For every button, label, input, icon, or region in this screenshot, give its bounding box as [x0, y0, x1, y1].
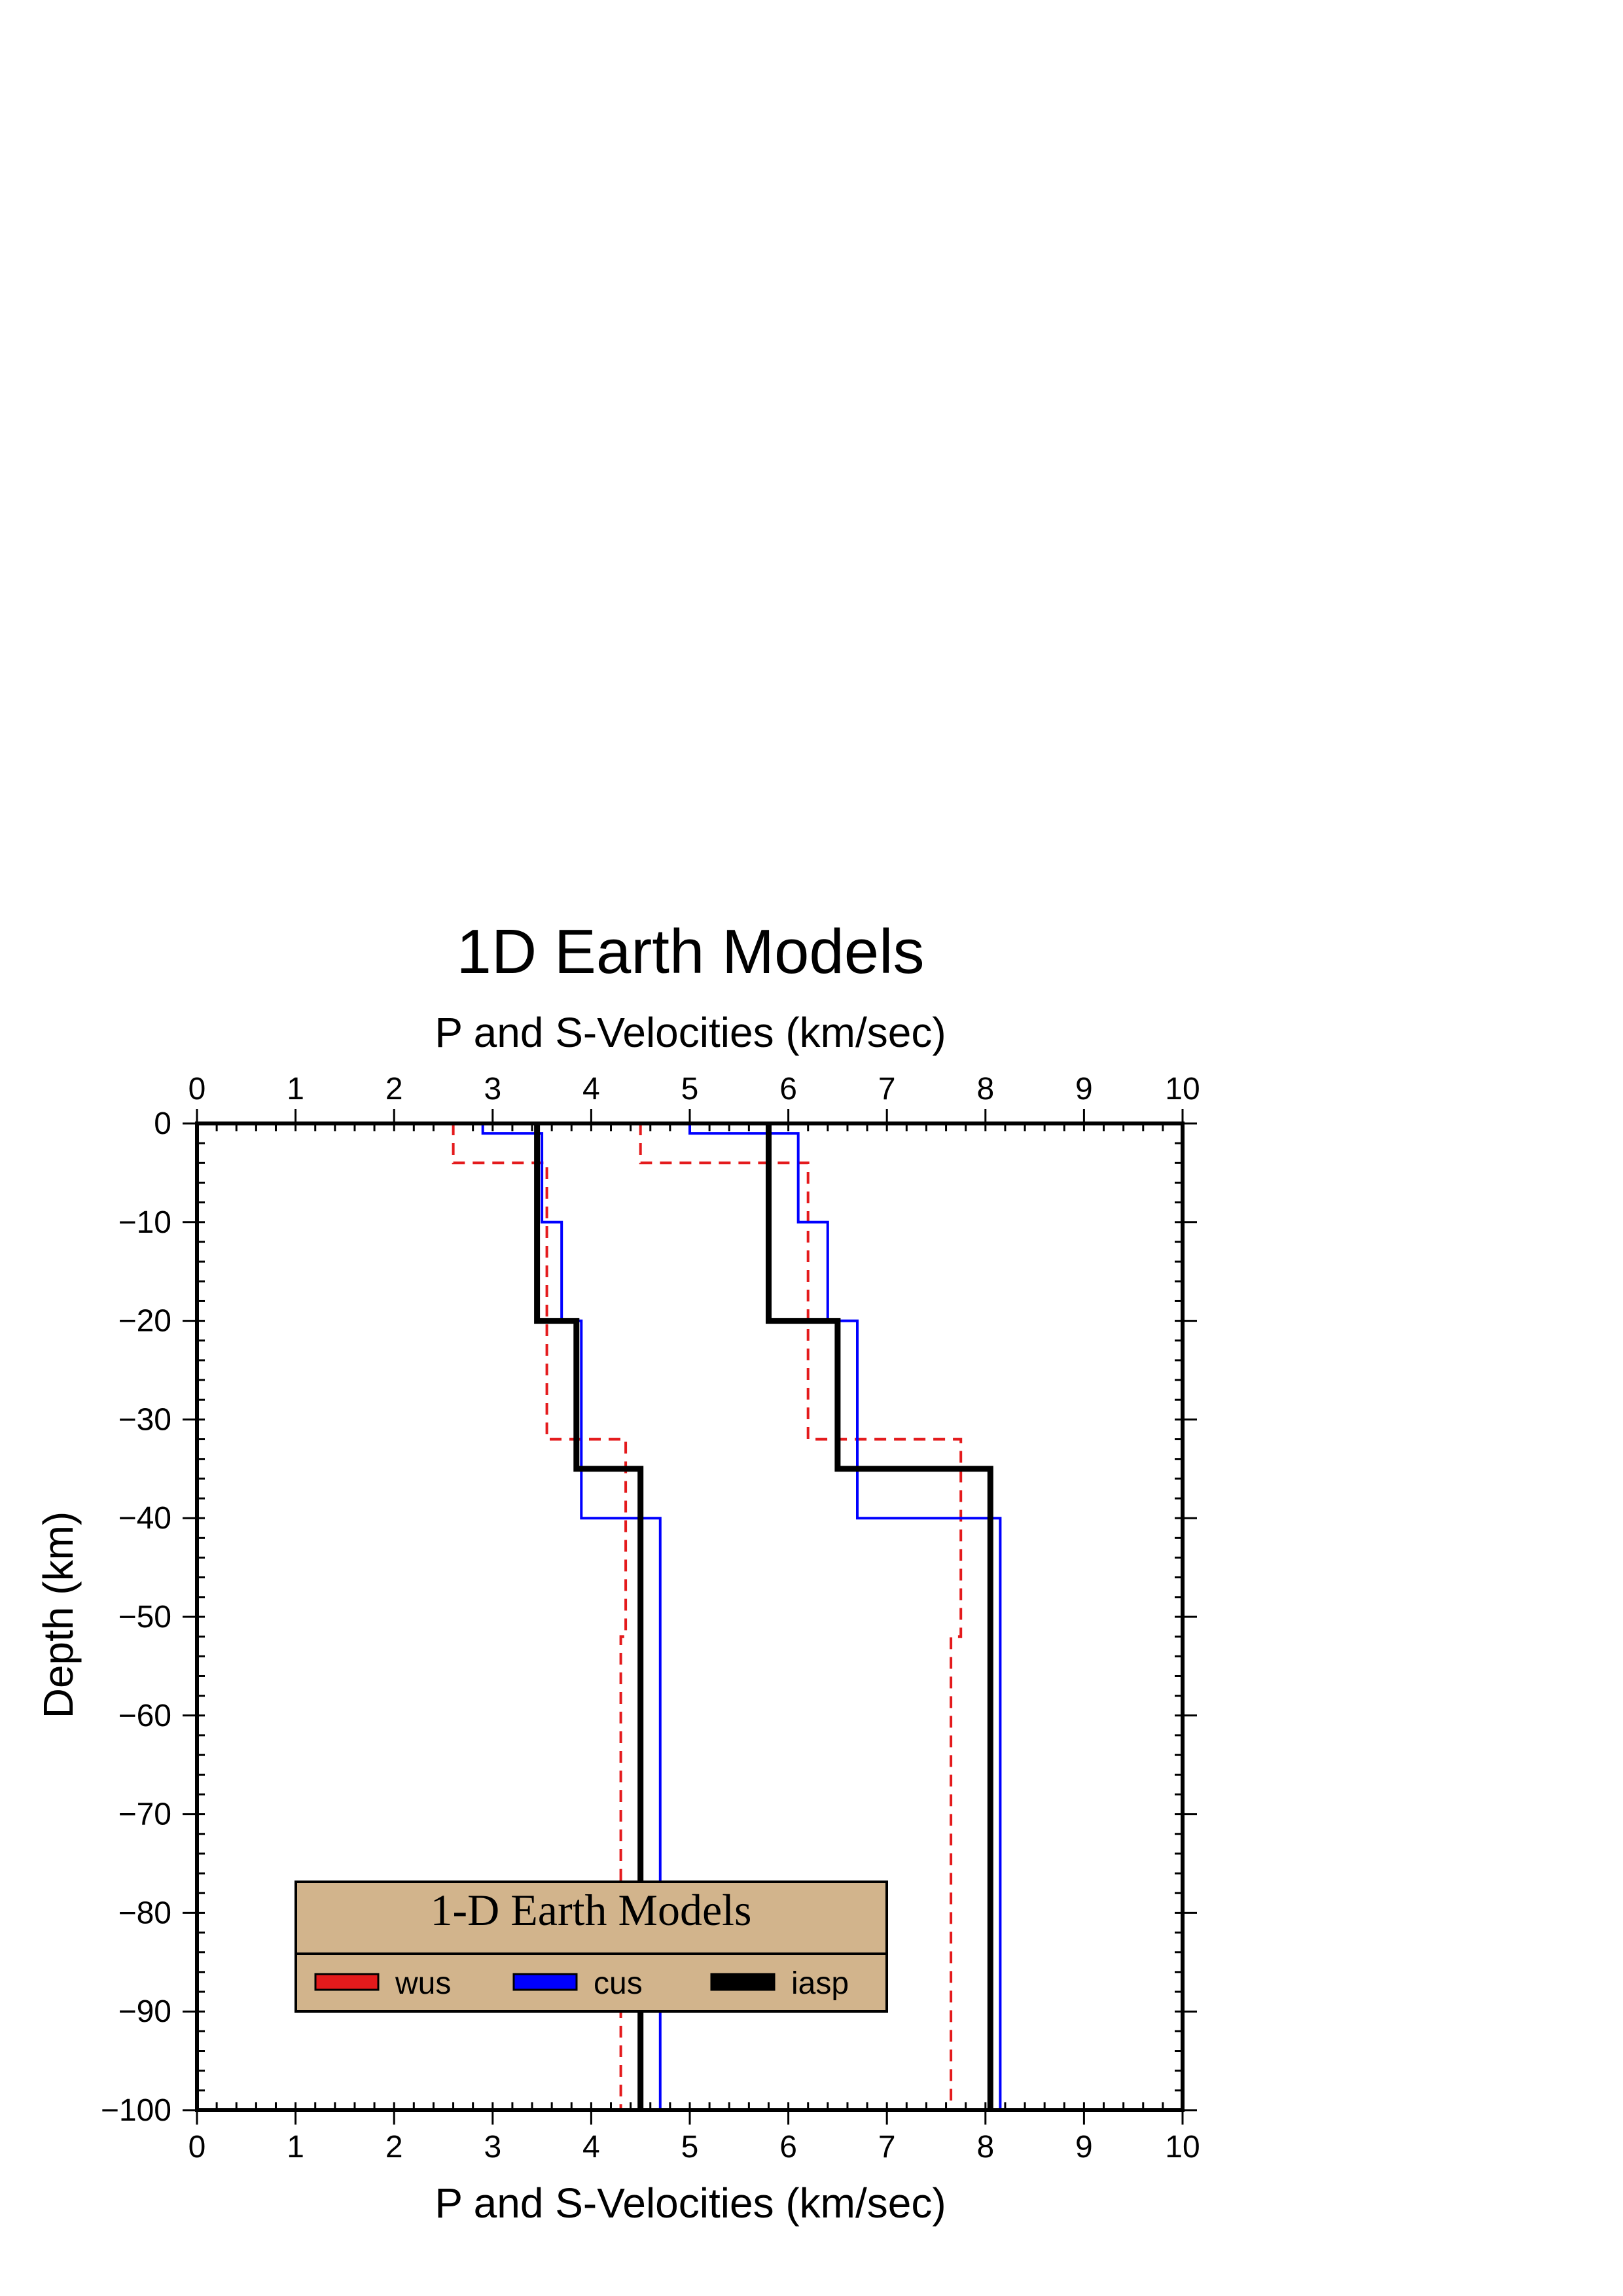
axes: 0011223344556677889910100−10−20−30−40−50… — [101, 1072, 1200, 2164]
legend-label-iasp: iasp — [791, 1966, 849, 2001]
y-tick-label: −10 — [118, 1205, 171, 1240]
series-cus-S-line — [481, 1123, 662, 2110]
y-tick-label: −40 — [118, 1501, 171, 1536]
legend-box — [294, 1881, 888, 2013]
series-iasp-P-line — [766, 1123, 993, 2110]
x-tick-label-top: 4 — [582, 1072, 600, 1106]
x-tick-label-top: 8 — [976, 1072, 994, 1106]
x-tick-label-bottom: 5 — [681, 2130, 699, 2164]
y-tick-label: −50 — [118, 1600, 171, 1634]
legend-items: wus cus iasp — [314, 1966, 849, 2001]
y-tick-label: −60 — [118, 1699, 171, 1733]
x-tick-label-bottom: 6 — [779, 2130, 797, 2164]
x-tick-label-top: 10 — [1165, 1072, 1200, 1106]
x-tick-label-bottom: 1 — [287, 2130, 304, 2164]
y-tick-label: −30 — [118, 1402, 171, 1437]
series-wus-P-line — [639, 1123, 963, 2110]
y-tick-label: 0 — [154, 1106, 171, 1141]
x-tick-label-top: 7 — [878, 1072, 896, 1106]
x-tick-label-bottom: 8 — [976, 2130, 994, 2164]
legend-swatch-iasp — [710, 1973, 776, 1991]
legend-swatch-cus — [512, 1973, 578, 1991]
legend-label-cus: cus — [594, 1966, 643, 2001]
y-tick-label: −100 — [101, 2093, 171, 2128]
series-iasp-S-line — [534, 1123, 644, 2110]
legend-swatch-wus — [314, 1973, 380, 1991]
x-tick-label-bottom: 7 — [878, 2130, 896, 2164]
chart-title: 1D Earth Models — [457, 917, 925, 987]
series-cus-P-line — [688, 1123, 1002, 2110]
y-tick-label: −20 — [118, 1304, 171, 1339]
x-tick-label-top: 3 — [484, 1072, 501, 1106]
x-tick-label-top: 9 — [1075, 1072, 1093, 1106]
legend: 1-D Earth Models wus cus iasp — [294, 1881, 888, 2013]
x-tick-label-bottom: 3 — [484, 2130, 501, 2164]
plot-frame — [195, 1122, 1185, 2112]
x-axis-label-bottom: P and S-Velocities (km/sec) — [435, 2180, 946, 2227]
x-tick-label-bottom: 4 — [582, 2130, 600, 2164]
x-tick-label-bottom: 10 — [1165, 2130, 1200, 2164]
legend-title: 1-D Earth Models — [430, 1885, 751, 1935]
x-tick-label-bottom: 9 — [1075, 2130, 1093, 2164]
x-tick-label-top: 6 — [779, 1072, 797, 1106]
plot-area — [452, 1123, 1002, 2110]
x-tick-label-top: 0 — [188, 1072, 206, 1106]
x-axis-label-top: P and S-Velocities (km/sec) — [435, 1009, 946, 1056]
x-tick-label-top: 2 — [385, 1072, 403, 1106]
y-tick-label: −80 — [118, 1896, 171, 1930]
x-tick-label-top: 5 — [681, 1072, 699, 1106]
y-axis-label: Depth (km) — [35, 1511, 82, 1719]
series-wus-S-line — [452, 1123, 628, 2110]
x-tick-label-bottom: 2 — [385, 2130, 403, 2164]
legend-label-wus: wus — [395, 1966, 451, 2001]
x-tick-label-bottom: 0 — [188, 2130, 206, 2164]
y-tick-label: −90 — [118, 1994, 171, 2029]
x-tick-label-top: 1 — [287, 1072, 304, 1106]
y-tick-label: −70 — [118, 1797, 171, 1832]
